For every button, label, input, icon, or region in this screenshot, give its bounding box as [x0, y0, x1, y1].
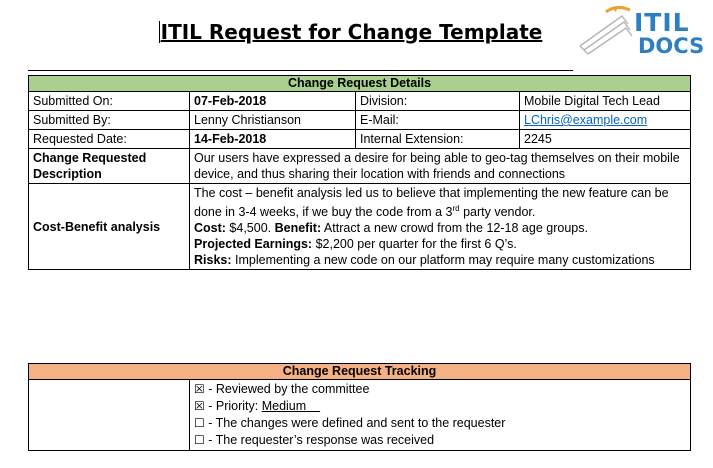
- submitted-on-label: Submitted On:: [28, 91, 190, 111]
- risks-label: Risks:: [194, 253, 232, 268]
- tracking-header-row: Change Request Tracking: [27, 363, 692, 380]
- logo-docs-text: DOCS: [638, 34, 705, 58]
- earnings-value: $2,200 per quarter for the first 6 Q’s.: [312, 237, 517, 252]
- tracking-item: ☒ - Priority: Medium: [194, 398, 686, 415]
- tracking-item-text: - Reviewed by the committee: [204, 382, 370, 396]
- priority-value[interactable]: Medium: [262, 399, 320, 413]
- earnings-label: Projected Earnings:: [194, 237, 313, 252]
- document-title-text: ITIL Request for Change Template: [160, 20, 543, 44]
- cost-benefit-value[interactable]: The cost – benefit analysis led us to be…: [188, 182, 692, 271]
- cost-benefit-label: Cost-Benefit analysis: [28, 182, 190, 271]
- email-label: E-Mail:: [355, 110, 520, 130]
- requested-date-label: Requested Date:: [28, 129, 190, 149]
- tracking-items-cell: ☒ - Reviewed by the committee ☒ - Priori…: [188, 379, 692, 451]
- benefit-value: Attract a new crowd from the 12-18 age g…: [321, 221, 588, 236]
- priority-value-text: Medium: [261, 399, 307, 413]
- text-cursor: [158, 21, 160, 43]
- tracking-label-cell: [28, 379, 190, 451]
- tracking-body-row: ☒ - Reviewed by the committee ☒ - Priori…: [28, 379, 692, 451]
- submitted-on-value[interactable]: 07-Feb-2018: [189, 91, 356, 111]
- submitted-by-label: Submitted By:: [28, 110, 190, 130]
- change-request-tracking-table: Change Request Tracking ☒ - Reviewed by …: [27, 363, 692, 451]
- document-title: ITIL Request for Change Template: [158, 20, 543, 44]
- header-divider: [28, 70, 573, 71]
- submitted-by-row: Submitted By: Lenny Christianson E-Mail:…: [28, 110, 692, 130]
- checkbox-checked-icon[interactable]: ☒: [194, 382, 205, 396]
- description-label: Change Requested Description: [28, 148, 190, 184]
- ordinal-suffix: rd: [452, 204, 460, 213]
- cost-benefit-intro-end: party vendor.: [459, 205, 536, 220]
- description-value[interactable]: Our users have expressed a desire for be…: [188, 148, 692, 184]
- checkbox-checked-icon[interactable]: ☒: [194, 399, 205, 413]
- description-row: Change Requested Description Our users h…: [28, 148, 692, 184]
- risks-value: Implementing a new code on our platform …: [231, 253, 655, 268]
- tracking-item-text: - Priority:: [204, 399, 262, 413]
- email-cell: LChris@example.com: [518, 110, 692, 130]
- cost-benefit-row: Cost-Benefit analysis The cost – benefit…: [28, 182, 692, 271]
- details-header-row: Change Request Details: [27, 75, 692, 92]
- division-label: Division:: [355, 91, 520, 111]
- tracking-item-text: - The changes were defined and sent to t…: [204, 416, 506, 430]
- division-value[interactable]: Mobile Digital Tech Lead: [518, 91, 692, 111]
- requested-date-value[interactable]: 14-Feb-2018: [189, 129, 356, 149]
- priority-value-pad: [306, 399, 320, 413]
- tracking-header: Change Request Tracking: [27, 363, 692, 380]
- benefit-label: Benefit:: [274, 221, 322, 236]
- change-request-details-table: Change Request Details Submitted On: 07-…: [27, 75, 692, 271]
- cost-label: Cost:: [194, 221, 226, 236]
- extension-label: Internal Extension:: [355, 129, 520, 149]
- itil-docs-logo: ITIL DOCS: [576, 4, 706, 66]
- submitted-on-row: Submitted On: 07-Feb-2018 Division: Mobi…: [28, 91, 692, 111]
- checkbox-unchecked-icon[interactable]: ☐: [194, 416, 205, 430]
- cost-value: $4,500.: [225, 221, 275, 236]
- tracking-item: ☒ - Reviewed by the committee: [194, 381, 686, 398]
- checkbox-unchecked-icon[interactable]: ☐: [194, 433, 205, 447]
- tracking-item-text: - The requester’s response was received: [204, 433, 435, 447]
- details-header: Change Request Details: [27, 75, 692, 92]
- tracking-item: ☐ - The requester’s response was receive…: [194, 432, 686, 449]
- submitted-by-value[interactable]: Lenny Christianson: [189, 110, 356, 130]
- requested-date-row: Requested Date: 14-Feb-2018 Internal Ext…: [28, 129, 692, 149]
- extension-value[interactable]: 2245: [518, 129, 692, 149]
- logo-itil-text: ITIL: [634, 8, 690, 37]
- document-stack-icon: [579, 6, 633, 55]
- cost-benefit-intro: The cost – benefit analysis led us to be…: [194, 186, 669, 220]
- email-link[interactable]: LChris@example.com: [524, 113, 648, 127]
- tracking-item: ☐ - The changes were defined and sent to…: [194, 415, 686, 432]
